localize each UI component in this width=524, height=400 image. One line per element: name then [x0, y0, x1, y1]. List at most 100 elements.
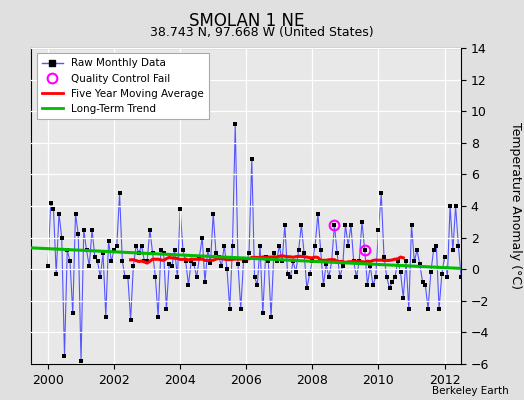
- Point: [148, 250, 157, 257]
- Point: [482, 258, 490, 264]
- Point: [432, 242, 441, 249]
- Point: [289, 258, 297, 264]
- Point: [71, 211, 80, 217]
- Point: [336, 274, 344, 280]
- Point: [311, 242, 319, 249]
- Point: [421, 282, 430, 288]
- Point: [355, 258, 364, 264]
- Point: [162, 306, 171, 312]
- Point: [234, 261, 242, 268]
- Point: [77, 358, 85, 364]
- Point: [203, 247, 212, 254]
- Point: [214, 253, 223, 260]
- Point: [157, 247, 165, 254]
- Point: [328, 258, 336, 264]
- Point: [372, 274, 380, 280]
- Point: [135, 250, 143, 257]
- Point: [322, 261, 330, 268]
- Point: [369, 282, 377, 288]
- Point: [416, 261, 424, 268]
- Point: [463, 279, 471, 285]
- Point: [344, 242, 352, 249]
- Point: [69, 310, 77, 317]
- Point: [85, 263, 93, 269]
- Point: [363, 282, 372, 288]
- Point: [242, 258, 250, 264]
- Point: [63, 247, 71, 254]
- Point: [168, 263, 176, 269]
- Point: [275, 242, 283, 249]
- Point: [314, 211, 322, 217]
- Point: [261, 253, 270, 260]
- Point: [352, 274, 361, 280]
- Point: [396, 269, 405, 276]
- Point: [385, 285, 394, 291]
- Point: [391, 274, 399, 280]
- Point: [300, 250, 308, 257]
- Point: [93, 258, 102, 264]
- Point: [192, 274, 201, 280]
- Point: [165, 261, 173, 268]
- Point: [190, 261, 198, 268]
- Point: [410, 258, 419, 264]
- Point: [107, 258, 115, 264]
- Point: [140, 258, 149, 264]
- Point: [146, 226, 154, 233]
- Point: [330, 222, 339, 228]
- Point: [438, 271, 446, 277]
- Point: [49, 206, 58, 212]
- Point: [52, 271, 60, 277]
- Point: [358, 218, 366, 225]
- Point: [80, 226, 88, 233]
- Point: [228, 242, 237, 249]
- Point: [126, 316, 135, 323]
- Point: [471, 258, 479, 264]
- Point: [418, 279, 427, 285]
- Point: [259, 310, 267, 317]
- Point: [350, 258, 358, 264]
- Point: [187, 258, 195, 264]
- Point: [201, 279, 209, 285]
- Point: [377, 190, 386, 196]
- Y-axis label: Temperature Anomaly (°C): Temperature Anomaly (°C): [509, 122, 522, 290]
- Point: [47, 200, 55, 206]
- Point: [383, 274, 391, 280]
- Point: [236, 306, 245, 312]
- Point: [124, 274, 132, 280]
- Point: [267, 314, 275, 320]
- Point: [308, 258, 316, 264]
- Point: [402, 258, 410, 264]
- Point: [151, 274, 160, 280]
- Point: [173, 274, 182, 280]
- Point: [113, 242, 121, 249]
- Point: [220, 242, 228, 249]
- Point: [399, 294, 408, 301]
- Point: [394, 258, 402, 264]
- Point: [446, 203, 454, 209]
- Point: [198, 234, 206, 241]
- Point: [366, 263, 375, 269]
- Point: [292, 269, 300, 276]
- Point: [195, 253, 204, 260]
- Point: [99, 250, 107, 257]
- Point: [181, 258, 190, 264]
- Point: [96, 274, 104, 280]
- Point: [476, 242, 485, 249]
- Point: [435, 306, 443, 312]
- Point: [225, 306, 234, 312]
- Title: SMOLAN 1 NE: SMOLAN 1 NE: [189, 12, 304, 30]
- Point: [121, 274, 129, 280]
- Point: [129, 263, 137, 269]
- Point: [454, 242, 463, 249]
- Point: [297, 222, 305, 228]
- Point: [339, 263, 347, 269]
- Text: 38.743 N, 97.668 W (United States): 38.743 N, 97.668 W (United States): [150, 26, 374, 39]
- Point: [212, 250, 220, 257]
- Point: [132, 242, 140, 249]
- Point: [286, 274, 294, 280]
- Point: [294, 247, 303, 254]
- Point: [154, 314, 162, 320]
- Point: [451, 203, 460, 209]
- Point: [55, 211, 63, 217]
- Point: [223, 266, 231, 272]
